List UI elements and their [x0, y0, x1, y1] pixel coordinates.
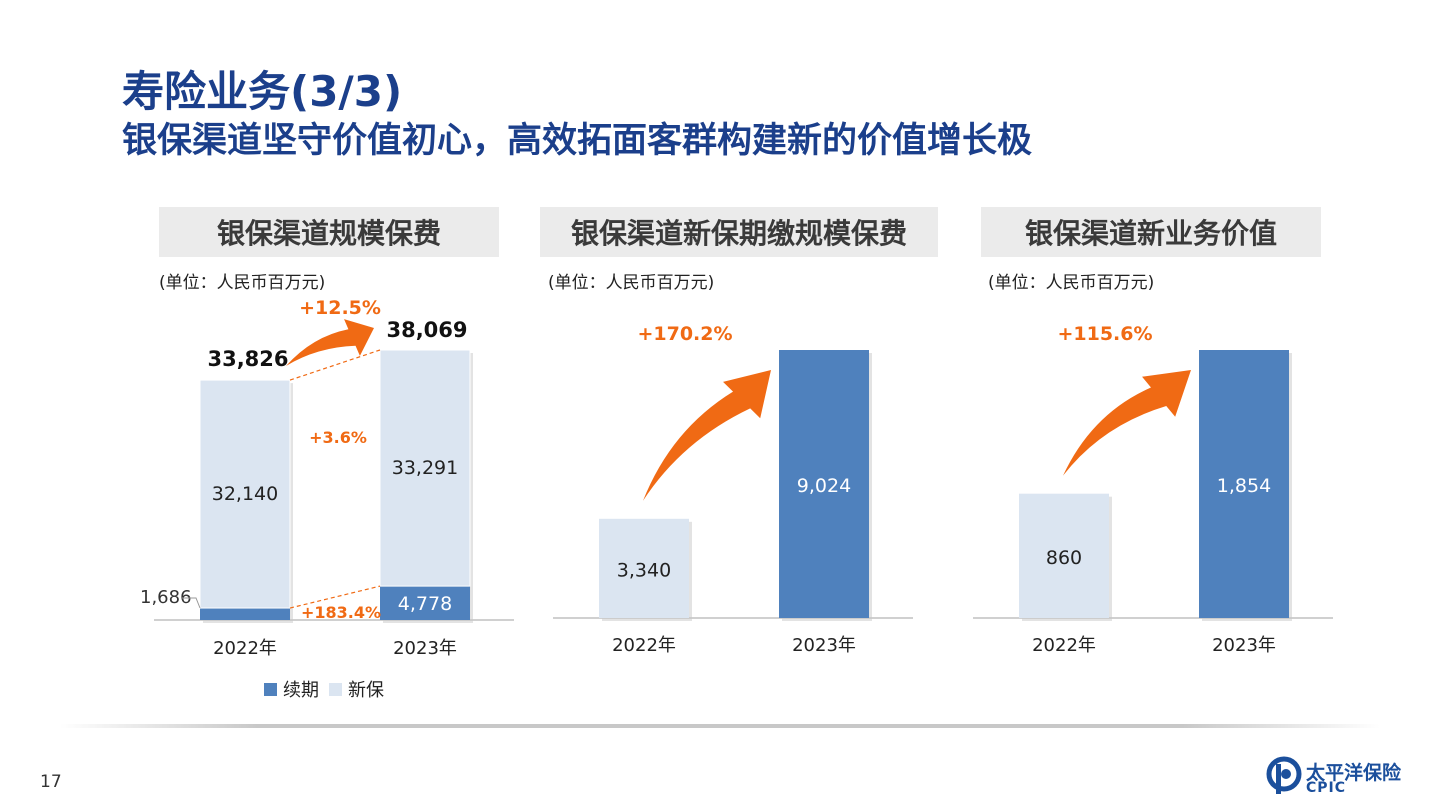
legend-item-renewal: 续期 [264, 676, 319, 702]
chart3-growth-arrow [1063, 370, 1191, 476]
page-subtitle: 银保渠道坚守价值初心，高效拓面客群构建新的价值增长极 [122, 121, 1033, 161]
x-tick-label: 2022年 [1032, 635, 1096, 656]
x-tick-label: 2022年 [612, 635, 676, 656]
chart3-unit: (单位：人民币百万元) [988, 273, 1155, 293]
page-title: 寿险业务(3/3) [122, 67, 403, 116]
chart2-unit: (单位：人民币百万元) [548, 273, 715, 293]
bar-new-1 [379, 349, 471, 587]
bar-renewal-0 [200, 608, 290, 620]
logo-text-en: CPIC [1306, 780, 1347, 796]
growth-renewal-label: +183.4% [301, 603, 381, 622]
legend-renewal-label: 续期 [283, 680, 319, 701]
logo-text-cn: 太平洋保险 [1306, 762, 1402, 784]
bar-renewal-1 [380, 586, 470, 620]
chart3-growth-label: +115.6% [1057, 323, 1152, 345]
chart2-svg: 3,340 2022年 9,024 2023年 +170.2% [553, 323, 913, 656]
chart2-title: 银保渠道新保期缴规模保费 [540, 207, 938, 257]
chart1-legend: 续期 新保 [264, 676, 384, 702]
legend-item-new: 新保 [329, 676, 384, 702]
x-tick-label: 2023年 [1212, 635, 1276, 656]
chart1-svg: 2022年 32,140 2023年 33,291 1,686 4,778 33,826 38… [140, 297, 514, 659]
value-label-renewal: 4,778 [398, 593, 452, 615]
chart2-value-label: 3,340 [617, 559, 671, 581]
growth-new-label: +3.6% [309, 428, 367, 447]
cpic-logo: 太平洋保险 CPIC [1266, 756, 1426, 800]
chart3-bar-0 [1019, 493, 1109, 618]
chart2-growth-arrow [643, 370, 771, 501]
chart1-title: 银保渠道规模保费 [159, 207, 499, 257]
chart2-bar-1 [779, 350, 869, 618]
chart3-title: 银保渠道新业务价值 [981, 207, 1321, 257]
legend-new-label: 新保 [348, 680, 384, 701]
value-label-renewal: 1,686 [140, 587, 192, 608]
page-number: 17 [40, 772, 62, 792]
chart2-bar-0 [599, 518, 689, 618]
growth-arrow [286, 319, 374, 366]
value-label-new: 33,291 [392, 457, 458, 479]
total-label: 38,069 [386, 318, 467, 342]
leader-line [182, 597, 201, 609]
chart3-value-label: 860 [1046, 547, 1082, 569]
connector-total [289, 349, 381, 381]
x-tick-label: 2023年 [792, 635, 856, 656]
total-label: 33,826 [207, 347, 288, 371]
chart3-bar-1 [1199, 350, 1289, 618]
chart2-growth-label: +170.2% [637, 323, 732, 345]
growth-total-label: +12.5% [299, 297, 381, 319]
chart1-unit: (单位：人民币百万元) [159, 273, 326, 293]
bar-new-0 [199, 379, 291, 609]
value-label-new: 32,140 [212, 483, 278, 505]
footer-divider [60, 724, 1380, 728]
chart3-value-label: 1,854 [1217, 475, 1271, 497]
cpic-logo-icon [1266, 756, 1302, 794]
chart3-svg: 860 2022年 1,854 2023年 +115.6% [973, 323, 1333, 656]
connector-renewal [289, 585, 381, 609]
x-tick-label: 2022年 [213, 638, 277, 659]
x-tick-label: 2023年 [393, 638, 457, 659]
chart2-value-label: 9,024 [797, 475, 851, 497]
